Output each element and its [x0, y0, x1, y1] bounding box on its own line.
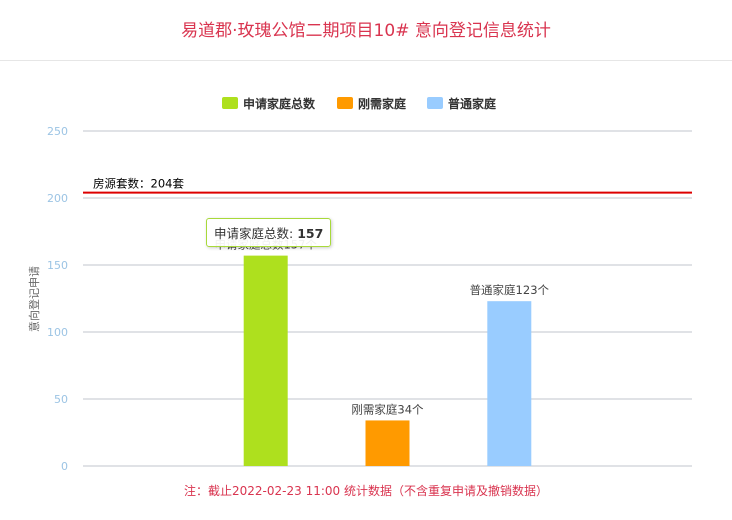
y-tick-label: 50	[54, 393, 68, 406]
y-tick-label: 200	[47, 192, 68, 205]
bar-0	[243, 255, 288, 466]
data-label: 普通家庭123个	[470, 283, 550, 297]
tooltip-label: 申请家庭总数:	[214, 226, 298, 241]
bar-1	[365, 420, 410, 466]
plot-line-label: 房源套数：204套	[93, 177, 184, 191]
bar-2	[487, 301, 532, 466]
legend-swatch	[337, 97, 353, 109]
legend-label: 刚需家庭	[358, 96, 406, 111]
y-tick-label: 150	[47, 259, 68, 272]
tooltip-value: 157	[297, 226, 324, 241]
legend-swatch	[427, 97, 443, 109]
data-label: 刚需家庭34个	[351, 402, 424, 416]
y-tick-label: 0	[61, 460, 68, 473]
page-title: 易道郡·玫瑰公馆二期项目10# 意向登记信息统计	[181, 21, 551, 41]
divider	[0, 60, 732, 61]
y-axis-label: 意向登记申请	[27, 266, 41, 332]
footnote: 注：截止2022-02-23 11:00 统计数据（不含重复申请及撤销数据）	[184, 484, 548, 498]
legend-swatch	[222, 97, 238, 109]
y-tick-label: 100	[47, 326, 68, 339]
legend-label: 普通家庭	[448, 96, 496, 111]
y-tick-label: 250	[47, 125, 68, 138]
legend-label: 申请家庭总数	[243, 96, 316, 111]
tooltip: 申请家庭总数: 157	[206, 218, 332, 247]
